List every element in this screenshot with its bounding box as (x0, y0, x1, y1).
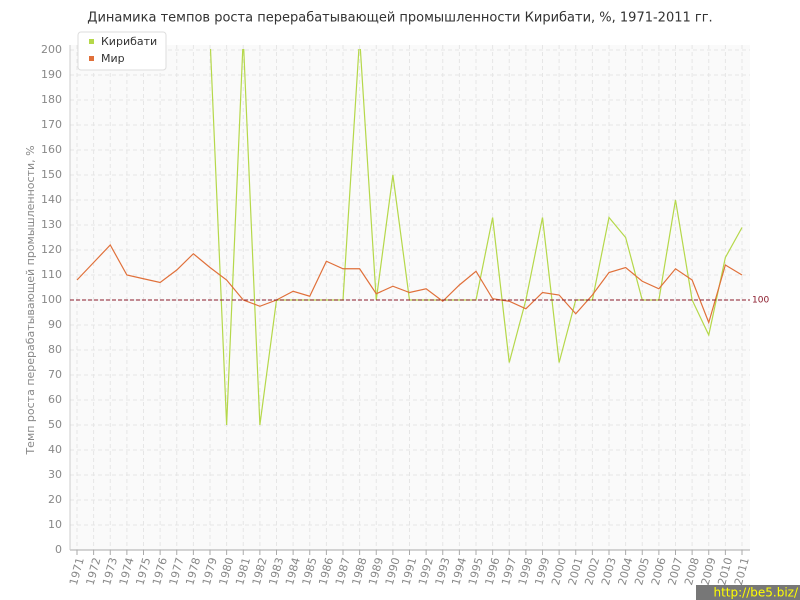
y-tick-label: 10 (48, 518, 62, 531)
legend-box (77, 31, 167, 71)
y-tick-label: 130 (41, 218, 62, 231)
y-tick-label: 170 (41, 118, 62, 131)
y-tick-label: 160 (41, 143, 62, 156)
y-tick-label: 200 (41, 43, 62, 56)
y-tick-label: 100 (41, 293, 62, 306)
y-tick-label: 120 (41, 243, 62, 256)
y-tick-label: 150 (41, 168, 62, 181)
reference-label: 100 (752, 296, 769, 306)
y-tick-label: 0 (55, 543, 62, 556)
legend-swatch (89, 39, 94, 44)
series-line (76, 243, 743, 325)
legend-label: Мир (101, 52, 125, 65)
chart-title: Динамика темпов роста перерабатывающей п… (87, 11, 712, 26)
y-tick-label: 70 (48, 368, 62, 381)
y-tick-label: 140 (41, 193, 62, 206)
y-tick-label: 190 (41, 68, 62, 81)
y-tick-label: 110 (41, 268, 62, 281)
x-tick-label: 2011 (732, 556, 752, 586)
y-tick-label: 40 (48, 443, 62, 456)
y-tick-label: 60 (48, 393, 62, 406)
y-tick-label: 20 (48, 493, 62, 506)
y-tick-label: 50 (48, 418, 62, 431)
y-tick-label: 180 (41, 93, 62, 106)
legend-label: Кирибати (101, 35, 157, 48)
legend-swatch (89, 56, 94, 61)
y-tick-label: 30 (48, 468, 62, 481)
watermark-bg (696, 585, 800, 600)
y-axis-label: Темп роста перерабатывающей промышленнос… (24, 145, 37, 455)
y-tick-label: 90 (48, 318, 62, 331)
watermark: http://be5.biz/ (713, 586, 798, 600)
y-tick-label: 80 (48, 343, 62, 356)
